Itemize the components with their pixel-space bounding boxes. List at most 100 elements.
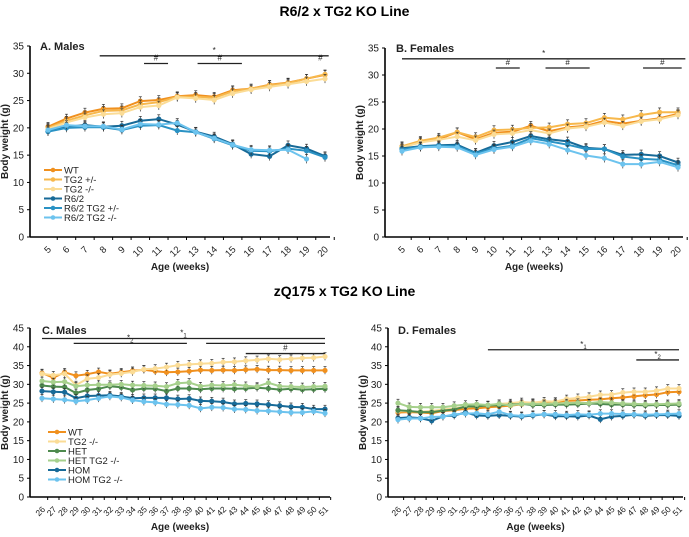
data-point	[265, 356, 271, 362]
data-point	[474, 401, 480, 407]
data-point	[322, 410, 328, 416]
data-point	[565, 125, 571, 132]
data-point	[73, 398, 79, 404]
y-tick-label: 30	[368, 71, 380, 82]
y-tick-label: 5	[376, 474, 382, 485]
data-point	[220, 367, 226, 373]
data-point	[243, 358, 249, 364]
data-point	[530, 401, 536, 407]
data-point	[254, 408, 260, 414]
panel-c: 0510152025303540452627282930313233343536…	[0, 324, 332, 533]
data-point	[665, 411, 671, 417]
data-point	[107, 371, 113, 378]
panel-title: B. Females	[396, 43, 454, 55]
x-tick-label: 19	[297, 244, 312, 259]
y-tick-label: 10	[13, 178, 25, 189]
legend-swatch-marker	[50, 196, 56, 201]
significance-label: #	[218, 53, 223, 62]
data-point	[231, 406, 238, 412]
y-tick-label: 45	[13, 324, 25, 335]
data-point	[62, 371, 68, 377]
x-tick-label: 7	[433, 244, 445, 256]
significance-label: #	[154, 53, 159, 62]
data-point	[552, 400, 558, 407]
data-point	[265, 367, 271, 373]
data-point	[84, 371, 90, 377]
data-point	[141, 399, 147, 405]
data-point	[156, 121, 162, 128]
data-point	[546, 141, 552, 147]
data-point	[137, 104, 143, 110]
x-tick-label: 11	[503, 244, 518, 259]
data-point	[220, 399, 226, 405]
legend-label: HOM TG2 -/-	[68, 475, 123, 486]
data-point	[39, 378, 45, 384]
data-point	[322, 154, 328, 160]
legend-item: HOM	[48, 466, 90, 477]
data-point	[608, 411, 615, 417]
x-tick-label: 51	[316, 504, 330, 518]
x-tick-label: 5	[42, 244, 54, 256]
legend-label: R6/2	[64, 194, 84, 205]
data-point	[491, 131, 497, 137]
data-point	[653, 401, 660, 407]
data-point	[277, 367, 283, 373]
data-point	[96, 369, 102, 375]
data-point	[642, 389, 648, 395]
x-tick-label: 16	[242, 244, 257, 259]
data-point	[265, 380, 271, 386]
legend-label: TG2 +/-	[64, 175, 96, 186]
legend-swatch-marker	[54, 439, 60, 444]
data-point	[451, 411, 457, 417]
data-point	[119, 126, 125, 133]
data-point	[254, 383, 260, 390]
data-point	[601, 115, 608, 121]
data-point	[175, 369, 181, 375]
legend-swatch-marker	[54, 458, 60, 463]
data-point	[186, 368, 192, 374]
data-point	[496, 409, 502, 415]
legend-swatch-marker	[50, 205, 56, 211]
data-point	[267, 153, 273, 159]
data-point	[156, 102, 162, 109]
data-point	[462, 411, 469, 417]
data-point	[73, 373, 79, 379]
series-line	[47, 73, 326, 129]
legend-swatch-marker	[54, 477, 60, 482]
legend-label: HET	[68, 447, 87, 458]
x-tick-label: 12	[521, 244, 536, 259]
data-point	[231, 359, 238, 365]
data-point	[597, 411, 603, 417]
data-point	[608, 400, 615, 406]
legend-label: WT	[68, 428, 83, 439]
x-tick-label: 20	[316, 244, 331, 259]
y-tick-label: 15	[368, 152, 380, 163]
data-point	[84, 397, 90, 403]
data-point	[586, 400, 592, 406]
data-point	[583, 152, 589, 159]
data-point	[303, 148, 310, 154]
x-tick-label: 14	[205, 244, 220, 259]
y-tick-label: 45	[371, 324, 383, 335]
data-point	[174, 94, 180, 100]
series-line	[401, 137, 679, 167]
data-point	[288, 356, 294, 362]
panel-d: 0510152025303540452627282930313233343536…	[358, 324, 686, 533]
legend-swatch-marker	[50, 167, 56, 173]
data-point	[519, 401, 525, 407]
data-point	[248, 87, 254, 93]
y-tick-label: 20	[13, 417, 25, 428]
data-point	[620, 411, 626, 417]
data-point	[163, 383, 170, 390]
data-point	[485, 402, 491, 408]
y-tick-label: 10	[13, 455, 25, 466]
data-point	[285, 147, 291, 153]
data-point	[586, 394, 592, 400]
data-point	[82, 123, 88, 129]
data-point	[665, 401, 671, 407]
y-tick-label: 25	[13, 96, 25, 107]
data-point	[406, 415, 412, 422]
legend-label: TG2 -/-	[64, 185, 94, 196]
data-point	[429, 414, 435, 420]
